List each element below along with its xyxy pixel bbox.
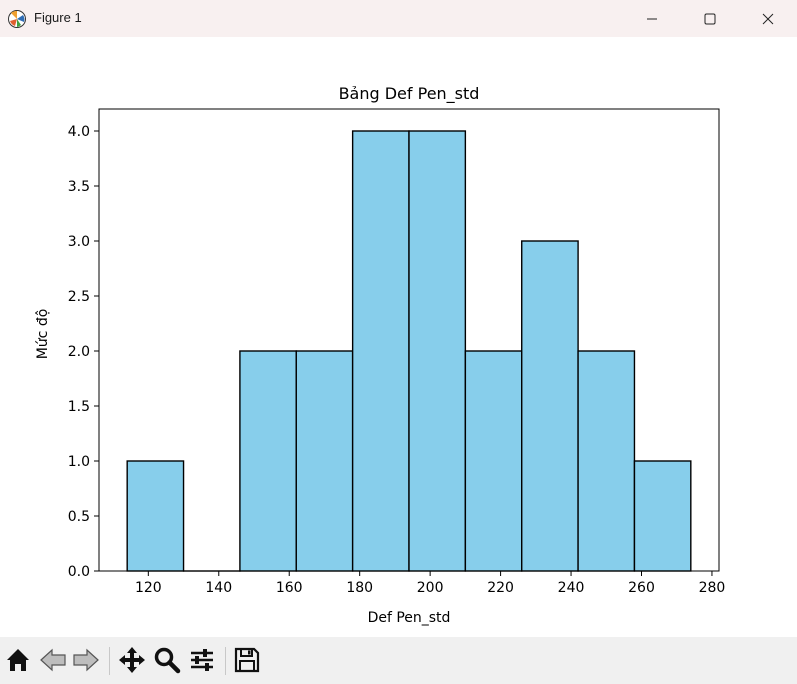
histogram-bar	[577, 350, 636, 572]
y-tick-label: 1.5	[68, 399, 90, 415]
arrow-right-icon	[73, 648, 99, 672]
y-tick-label: 0.5	[68, 509, 90, 525]
move-icon	[119, 647, 145, 673]
maximize-button[interactable]	[681, 0, 739, 37]
y-tick-label: 3.5	[68, 179, 90, 195]
arrow-left-icon	[40, 648, 66, 672]
window-titlebar: Figure 1	[0, 0, 797, 37]
y-tick-label: 2.0	[68, 344, 90, 360]
x-tick-label: 220	[487, 580, 514, 596]
home-button[interactable]	[3, 645, 33, 675]
x-tick-label: 280	[699, 580, 726, 596]
y-tick-label: 2.5	[68, 289, 90, 305]
toolbar-separator	[109, 647, 110, 675]
save-button[interactable]	[232, 645, 262, 675]
histogram-bar	[351, 130, 410, 572]
histogram-bar	[464, 350, 523, 572]
y-tick-label: 0.0	[68, 564, 90, 580]
histogram-bar	[408, 130, 467, 572]
navigation-toolbar	[0, 637, 797, 684]
y-axis-label: Mức độ	[35, 309, 51, 360]
y-tick-label: 3.0	[68, 234, 90, 250]
axes-group: 120 140 160 180 200 220 240 260 280 0.0 0.5 1.0 1.5 2…	[68, 108, 726, 596]
floppy-disk-icon	[234, 647, 260, 673]
x-tick-label: 180	[346, 580, 373, 596]
x-tick-label: 200	[417, 580, 444, 596]
chart-title: Bảng Def Pen_std	[339, 84, 480, 104]
back-button[interactable]	[38, 645, 68, 675]
minimize-button[interactable]	[623, 0, 681, 37]
forward-button[interactable]	[71, 645, 101, 675]
histogram-bar	[521, 240, 579, 572]
histogram-chart: Bảng Def Pen_std Def Pen_std Mức độ 120 1…	[35, 84, 726, 626]
x-tick-label: 120	[135, 580, 162, 596]
toolbar-separator	[225, 647, 226, 675]
bars-group	[126, 130, 692, 572]
home-icon	[7, 649, 29, 671]
matplotlib-icon	[7, 9, 27, 29]
axes-frame	[98, 108, 720, 572]
close-button[interactable]	[739, 0, 797, 37]
configure-subplots-button[interactable]	[187, 645, 217, 675]
histogram-bar	[126, 460, 185, 572]
x-axis-label: Def Pen_std	[368, 610, 451, 626]
x-tick-label: 140	[205, 580, 232, 596]
pan-button[interactable]	[117, 645, 147, 675]
figure-canvas[interactable]: Bảng Def Pen_std Def Pen_std Mức độ 120 1…	[0, 37, 797, 637]
magnifier-icon	[154, 647, 181, 674]
x-tick-label: 260	[628, 580, 655, 596]
y-tick-label: 4.0	[68, 124, 90, 140]
histogram-bar	[295, 350, 354, 572]
zoom-button[interactable]	[152, 645, 182, 675]
minimize-icon	[647, 18, 657, 19]
window-title: Figure 1	[34, 10, 82, 25]
close-icon	[762, 13, 774, 24]
sliders-icon	[191, 649, 213, 671]
x-tick-label: 160	[276, 580, 303, 596]
histogram-bar	[633, 460, 692, 572]
x-tick-label: 240	[558, 580, 585, 596]
histogram-bar	[239, 350, 297, 572]
maximize-icon	[704, 13, 716, 24]
y-tick-label: 1.0	[68, 454, 90, 470]
